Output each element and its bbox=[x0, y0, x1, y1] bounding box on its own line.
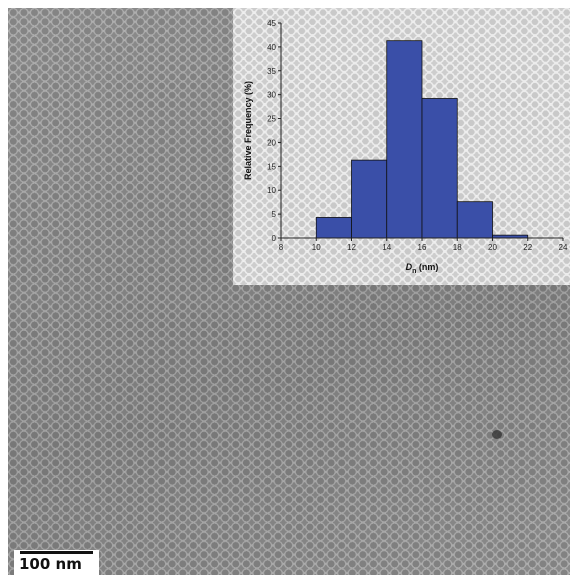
x-tick-label-6: 20 bbox=[488, 243, 497, 252]
x-axis-ticks: 8 10 12 14 16 18 20 22 24 bbox=[279, 238, 568, 252]
x-axis-title: Dn (nm) bbox=[406, 262, 439, 275]
y-tick-label-7: 35 bbox=[267, 67, 276, 76]
histogram-bar-4 bbox=[456, 201, 493, 239]
y-axis-title: Relative Frequency (%) bbox=[243, 81, 253, 180]
x-tick-label-2: 12 bbox=[347, 243, 356, 252]
x-tick-label-0: 8 bbox=[279, 243, 284, 252]
y-tick-label-4: 20 bbox=[267, 138, 276, 147]
y-tick-label-2: 10 bbox=[267, 186, 276, 195]
x-axis-title-main: D bbox=[406, 262, 413, 272]
y-tick-label-3: 15 bbox=[267, 162, 276, 171]
x-tick-label-5: 18 bbox=[453, 243, 462, 252]
x-tick-label-8: 24 bbox=[559, 243, 568, 252]
x-axis-title-sub: n bbox=[412, 268, 416, 275]
histogram-bar-2 bbox=[386, 40, 423, 239]
x-tick-label-4: 16 bbox=[418, 243, 427, 252]
y-tick-label-0: 0 bbox=[272, 234, 277, 243]
histogram-bar-0 bbox=[315, 217, 352, 239]
histogram-bar-3 bbox=[421, 98, 458, 239]
x-tick-label-3: 14 bbox=[382, 243, 391, 252]
x-axis-title-unit: (nm) bbox=[416, 262, 438, 272]
y-tick-label-8: 40 bbox=[267, 43, 276, 52]
y-tick-label-1: 5 bbox=[272, 210, 277, 219]
x-tick-label-7: 22 bbox=[523, 243, 532, 252]
y-tick-label-9: 45 bbox=[267, 19, 276, 28]
dark-particle bbox=[492, 430, 502, 439]
histogram-bar-1 bbox=[351, 159, 388, 239]
y-tick-label-6: 30 bbox=[267, 91, 276, 100]
y-axis-ticks: 0 5 10 15 20 25 30 35 40 45 bbox=[267, 19, 281, 243]
y-tick-label-5: 25 bbox=[267, 115, 276, 124]
histogram-bars bbox=[315, 40, 529, 239]
x-tick-label-1: 10 bbox=[312, 243, 321, 252]
scale-bar-box bbox=[14, 550, 99, 575]
histogram-chart: 8 10 12 14 16 18 20 22 24 0 5 10 15 20 25 30 35 40 45 Dn … bbox=[243, 19, 568, 275]
scale-bar-line bbox=[20, 551, 93, 554]
scale-bar-label: 100 nm bbox=[19, 555, 82, 573]
